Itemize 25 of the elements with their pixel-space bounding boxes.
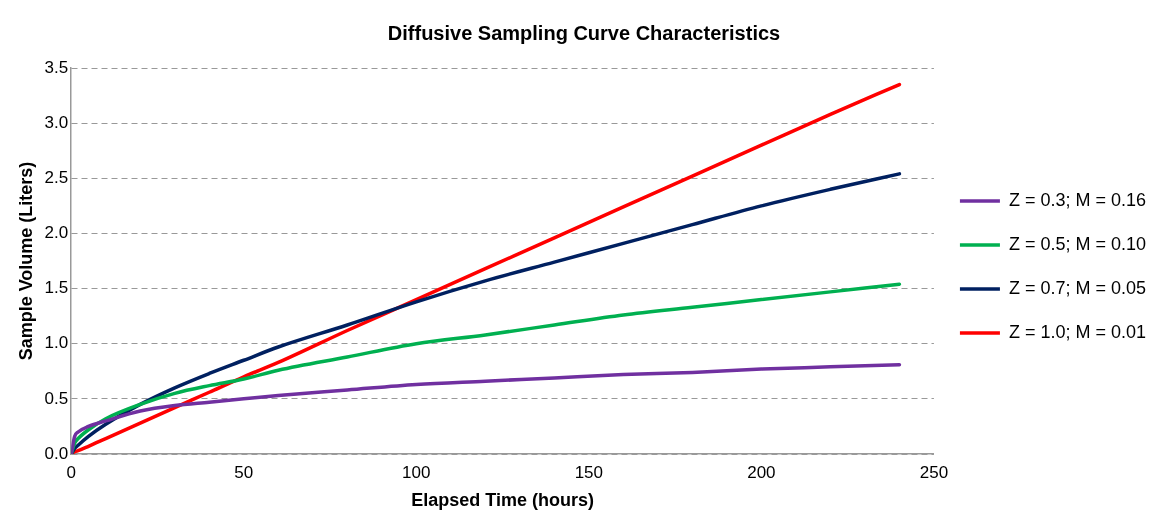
legend-label: Z = 0.3; M = 0.16 (1008, 189, 1146, 210)
legend-label: Z = 0.5; M = 0.10 (1008, 233, 1146, 254)
line-series (71, 362, 902, 454)
line-series (71, 282, 902, 454)
x-tick-label: 150 (574, 462, 604, 482)
y-tick-label: 1.5 (44, 278, 69, 298)
y-tick-label: 1.0 (44, 333, 69, 353)
y-tick-label: 0.5 (44, 388, 69, 408)
x-tick-label: 50 (234, 462, 254, 482)
x-tick-label: 0 (66, 462, 76, 482)
y-tick-label: 2.5 (44, 167, 69, 187)
x-axis-title: Elapsed Time (hours) (411, 490, 594, 511)
legend-label: Z = 1.0; M = 0.01 (1008, 321, 1146, 342)
y-axis-title: Sample Volume (Liters) (15, 161, 36, 361)
y-tick-label: 3.5 (44, 57, 69, 77)
legend-label: Z = 0.7; M = 0.05 (1008, 277, 1146, 298)
y-tick-label: 0.0 (44, 443, 69, 463)
y-tick-label: 2.0 (44, 223, 69, 243)
x-tick-label: 250 (919, 462, 949, 482)
chart-title: Diffusive Sampling Curve Characteristics (387, 21, 781, 44)
x-tick-label: 100 (402, 462, 431, 482)
x-tick-label: 200 (747, 462, 776, 482)
y-tick-label: 3.0 (44, 112, 69, 132)
line-series (71, 82, 902, 454)
line-series (71, 172, 902, 454)
